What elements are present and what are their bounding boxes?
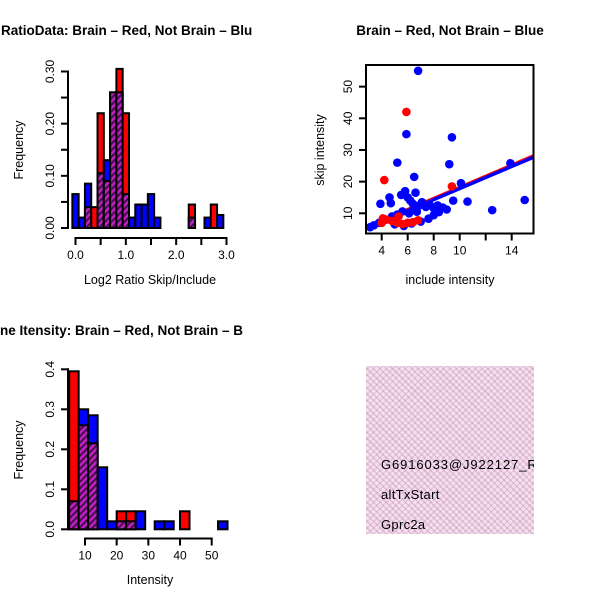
intensity-scatter-plot: 4 6 8 10 14 10 20 30 40 50 xyxy=(341,64,535,258)
panel-gene-intensity-histogram: 0.0 0.1 0.2 0.3 0.4 10 20 30 40 50 ne Itensity: B… xyxy=(0,300,300,600)
gene-intensity-histogram-title: ne Itensity: Brain – Red, Not Brain – B xyxy=(0,323,244,338)
intensity-scatter-title: Brain – Red, Not Brain – Blue xyxy=(356,23,544,38)
info-line-event-type: altTxStart xyxy=(381,487,440,502)
svg-text:4: 4 xyxy=(378,244,385,258)
svg-text:1.0: 1.0 xyxy=(117,248,134,262)
panel-gene-info: G6916033@J922127_RC altTxStart Gprc2a ch… xyxy=(300,300,600,600)
svg-text:40: 40 xyxy=(341,111,355,125)
svg-text:20: 20 xyxy=(110,549,124,563)
svg-text:0.10: 0.10 xyxy=(43,164,57,188)
svg-text:50: 50 xyxy=(341,80,355,94)
ratio-histogram-title: RatioData: Brain – Red, Not Brain – Blu xyxy=(1,23,253,38)
svg-text:30: 30 xyxy=(142,549,156,563)
svg-text:50: 50 xyxy=(205,549,219,563)
gene-intensity-histogram-ylabel: Frequency xyxy=(12,420,26,480)
svg-text:0.20: 0.20 xyxy=(43,112,57,136)
svg-text:40: 40 xyxy=(173,549,187,563)
intensity-scatter-xlabel: include intensity xyxy=(405,273,495,287)
svg-text:0.4: 0.4 xyxy=(43,361,57,378)
svg-text:3.0: 3.0 xyxy=(218,248,235,262)
svg-text:0.0: 0.0 xyxy=(43,521,57,538)
svg-text:0.2: 0.2 xyxy=(43,441,57,458)
intensity-scatter-ylabel: skip intensity xyxy=(313,114,327,186)
svg-text:2.0: 2.0 xyxy=(168,248,185,262)
svg-text:6: 6 xyxy=(404,244,411,258)
svg-text:0.00: 0.00 xyxy=(43,216,57,240)
svg-text:10: 10 xyxy=(341,206,355,220)
svg-text:14: 14 xyxy=(505,244,519,258)
ratio-histogram-ylabel: Frequency xyxy=(12,120,26,180)
svg-text:0.0: 0.0 xyxy=(67,248,84,262)
svg-text:20: 20 xyxy=(341,175,355,189)
svg-text:10: 10 xyxy=(453,244,467,258)
panel-ratio-histogram: 0.00 0.10 0.20 0.30 0.0 1.0 2.0 3.0 RatioData: … xyxy=(0,0,300,300)
ratio-histogram-xlabel: Log2 Ratio Skip/Include xyxy=(83,273,217,287)
svg-text:10: 10 xyxy=(78,549,92,563)
svg-text:0.3: 0.3 xyxy=(43,401,57,418)
panel-intensity-scatter: 4 6 8 10 14 10 20 30 40 50 Brain – Red, Not Brain… xyxy=(300,0,600,300)
ratio-histogram-plot: 0.00 0.10 0.20 0.30 0.0 1.0 2.0 3.0 xyxy=(43,59,235,262)
svg-text:0.1: 0.1 xyxy=(43,481,57,498)
svg-text:0.30: 0.30 xyxy=(43,59,57,83)
gene-intensity-histogram-xlabel: Intensity xyxy=(126,573,174,587)
svg-text:8: 8 xyxy=(430,244,437,258)
info-line-gene-symbol: Gprc2a xyxy=(381,517,426,532)
gene-intensity-histogram-plot: 0.0 0.1 0.2 0.3 0.4 10 20 30 40 50 xyxy=(43,361,229,563)
info-panel: G6916033@J922127_RC altTxStart Gprc2a ch… xyxy=(366,366,534,534)
info-line-gene-id: G6916033@J922127_RC xyxy=(381,457,534,472)
svg-text:30: 30 xyxy=(341,143,355,157)
